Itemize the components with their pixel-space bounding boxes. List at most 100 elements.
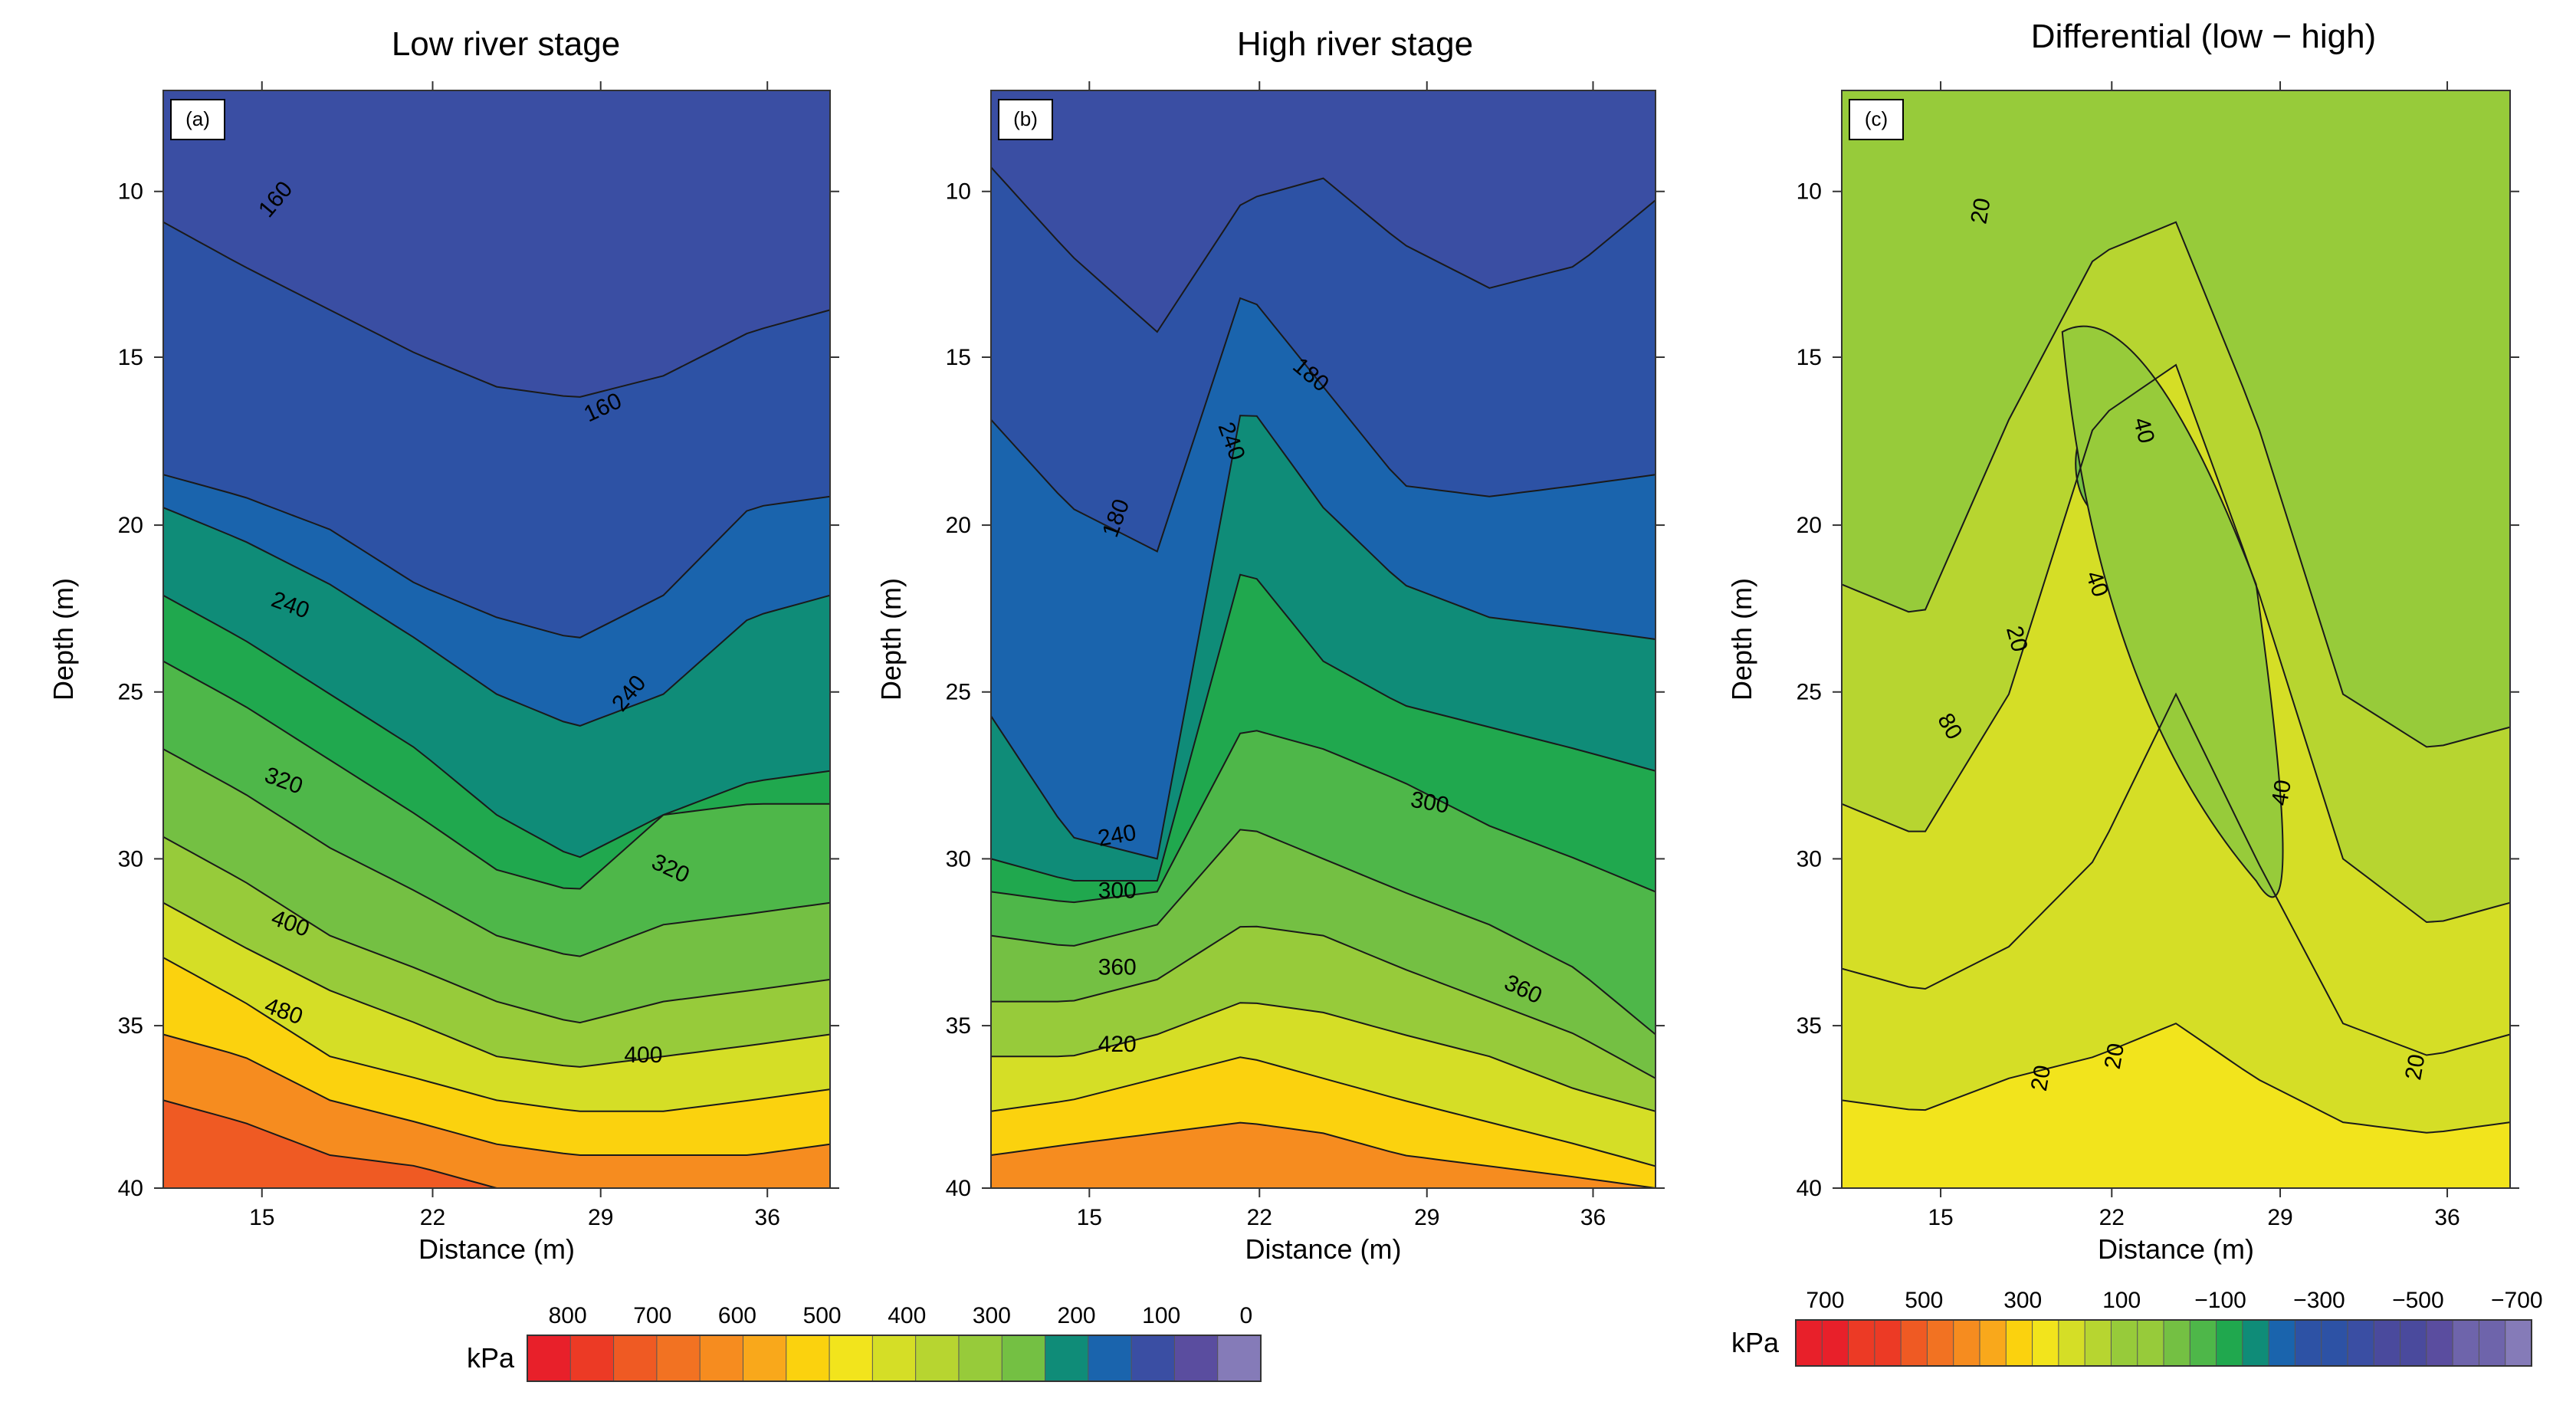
panel-a: 160160240240320320400400480(a)1015202530… — [48, 81, 839, 1265]
colorbar-swatch — [1088, 1335, 1133, 1382]
y-tick-label: 35 — [118, 1013, 143, 1039]
x-tick-label: 36 — [755, 1205, 780, 1230]
colorbar-frame — [527, 1335, 1262, 1382]
colorbar-tick-label: 600 — [718, 1303, 756, 1328]
colorbar-swatch — [742, 1335, 787, 1382]
panel-label: (b) — [1013, 107, 1038, 130]
contour-line — [990, 573, 1656, 882]
contour-band — [2061, 325, 2284, 898]
colorbar-swatch — [569, 1335, 615, 1382]
x-tick-label: 15 — [249, 1205, 274, 1230]
panel-label-box — [1849, 99, 1904, 140]
contour-line — [990, 297, 1656, 553]
colorbar-swatch — [1130, 1335, 1176, 1382]
colorbar-tick-label: 300 — [2003, 1288, 2042, 1313]
contour-value-label: 20 — [2100, 1042, 2129, 1072]
y-tick-label: 30 — [946, 846, 971, 872]
y-tick-label: 40 — [118, 1176, 143, 1201]
contour-line — [1841, 221, 2511, 748]
colorbar-swatch — [1848, 1319, 1875, 1367]
contour-line — [990, 166, 1656, 333]
colorbar-tick-label: 0 — [1240, 1303, 1253, 1328]
colorbar-swatch — [1874, 1319, 1902, 1367]
colorbar-swatch — [2058, 1319, 2086, 1367]
colorbar-absolute: 800 700 600 500 400 300 200 100 0 kPa — [467, 1303, 1262, 1382]
colorbar-swatch — [1001, 1335, 1046, 1382]
contour-value-label: 40 — [2267, 778, 2296, 808]
colorbar-swatch — [527, 1335, 572, 1382]
x-tick-label: 29 — [588, 1205, 613, 1230]
colorbar-swatch — [1217, 1335, 1262, 1382]
colorbar-swatch — [1926, 1319, 1954, 1367]
contour-line — [162, 957, 831, 1112]
contour-line — [162, 1033, 831, 1156]
colorbar-tick-label: 500 — [1905, 1288, 1943, 1313]
y-tick-label: 25 — [118, 680, 143, 705]
contour-line — [162, 901, 831, 1068]
colorbar-tick-label: 100 — [1142, 1303, 1180, 1328]
colorbar-swatch — [2452, 1319, 2480, 1367]
contour-band — [991, 730, 1656, 1035]
contour-band — [163, 90, 830, 397]
contour-band — [163, 902, 830, 1111]
contour-band — [163, 1100, 830, 1188]
contour-band — [991, 1003, 1656, 1167]
contour-line — [162, 748, 831, 957]
x-tick-label: 36 — [1580, 1205, 1606, 1230]
x-axis-label: Distance (m) — [418, 1233, 575, 1265]
contour-line — [162, 474, 831, 639]
panel-a-title: Low river stage — [392, 25, 620, 63]
contour-band — [163, 749, 830, 1023]
colorbar-swatch — [1045, 1335, 1089, 1382]
colorbar-swatch — [2426, 1319, 2454, 1367]
x-tick-label: 15 — [1077, 1205, 1102, 1230]
contour-line — [162, 221, 831, 398]
colorbar-swatch — [2321, 1319, 2349, 1367]
contour-band — [1842, 365, 2510, 1056]
plot-frame — [162, 90, 831, 1189]
contour-band — [991, 90, 1656, 332]
colorbar-unit: kPa — [1731, 1327, 1780, 1358]
contour-line — [1841, 363, 2511, 924]
contour-line — [162, 594, 831, 859]
contour-value-label: 360 — [1098, 955, 1137, 980]
colorbar-swatch — [2505, 1319, 2533, 1367]
contour-band — [163, 595, 830, 889]
contour-value-label: 20 — [2400, 1052, 2430, 1082]
contour-line — [162, 507, 831, 727]
colorbar-tick-label: −500 — [2392, 1288, 2444, 1313]
colorbar-swatch — [871, 1335, 917, 1382]
panel-label-box — [998, 99, 1053, 140]
contour-line — [990, 1056, 1656, 1167]
contour-band — [163, 1034, 830, 1188]
colorbar-tick-label: 200 — [1058, 1303, 1096, 1328]
colorbar-swatch — [2216, 1319, 2243, 1367]
contour-line — [990, 415, 1656, 860]
x-tick-label: 29 — [2267, 1205, 2292, 1230]
contour-band — [1842, 222, 2510, 922]
colorbar-swatch — [2189, 1319, 2217, 1367]
contour-band — [991, 167, 1656, 552]
colorbar-tick-label: 300 — [973, 1303, 1011, 1328]
contour-band — [991, 415, 1656, 881]
x-axis-label: Distance (m) — [1245, 1233, 1401, 1265]
colorbar-swatch — [2478, 1319, 2506, 1367]
colorbar-swatch — [2084, 1319, 2112, 1367]
colorbar-tick-label: −700 — [2491, 1288, 2543, 1313]
x-tick-label: 22 — [2099, 1205, 2125, 1230]
contour-band — [163, 222, 830, 638]
panel-b: 180180240240300300360360420(b)1015202530… — [875, 81, 1665, 1265]
y-tick-label: 15 — [118, 345, 143, 370]
colorbar-swatch — [1900, 1319, 1928, 1367]
contour-line — [162, 836, 831, 1024]
y-axis-label: Depth (m) — [48, 578, 79, 701]
colorbar-tick-label: −300 — [2293, 1288, 2345, 1313]
colorbar-tick-label: 400 — [888, 1303, 926, 1328]
y-tick-label: 20 — [946, 513, 971, 538]
x-tick-label: 36 — [2434, 1205, 2460, 1230]
x-axis-label: Distance (m) — [2098, 1233, 2254, 1265]
y-tick-label: 15 — [1797, 345, 1822, 370]
colorbar-swatch — [2400, 1319, 2427, 1367]
contour-line — [991, 925, 1656, 1079]
y-tick-label: 10 — [946, 179, 971, 205]
